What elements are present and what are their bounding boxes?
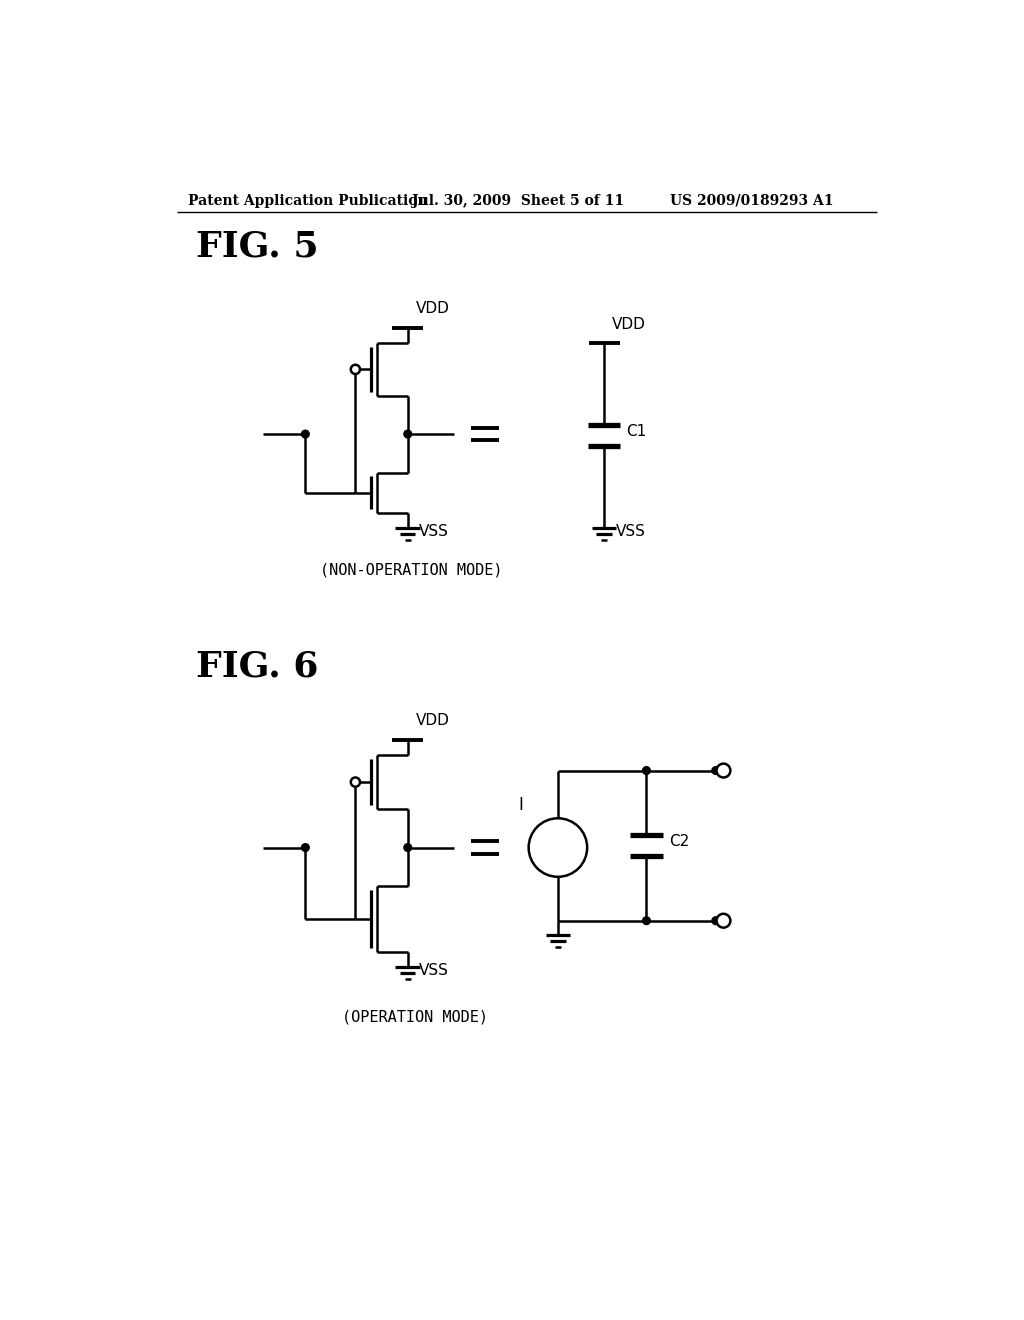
Text: VDD: VDD <box>611 317 646 331</box>
Text: Jul. 30, 2009  Sheet 5 of 11: Jul. 30, 2009 Sheet 5 of 11 <box>412 194 624 207</box>
Circle shape <box>403 430 412 438</box>
Text: (OPERATION MODE): (OPERATION MODE) <box>342 1010 488 1024</box>
Text: VDD: VDD <box>416 713 450 729</box>
Circle shape <box>301 430 309 438</box>
Circle shape <box>351 777 360 787</box>
Circle shape <box>301 843 309 851</box>
Circle shape <box>351 364 360 374</box>
Text: VSS: VSS <box>419 964 450 978</box>
Text: VSS: VSS <box>615 524 645 540</box>
Circle shape <box>643 767 650 775</box>
Text: FIG. 6: FIG. 6 <box>196 649 318 684</box>
Circle shape <box>712 767 720 775</box>
Circle shape <box>712 917 720 924</box>
Text: (NON-OPERATION MODE): (NON-OPERATION MODE) <box>321 562 503 578</box>
Text: FIG. 5: FIG. 5 <box>196 230 318 264</box>
Circle shape <box>528 818 587 876</box>
Circle shape <box>403 843 412 851</box>
Text: VSS: VSS <box>419 524 450 540</box>
Circle shape <box>717 763 730 777</box>
Text: VDD: VDD <box>416 301 450 317</box>
Text: US 2009/0189293 A1: US 2009/0189293 A1 <box>670 194 834 207</box>
Text: C2: C2 <box>670 834 690 849</box>
Text: I: I <box>518 796 523 814</box>
Circle shape <box>717 913 730 928</box>
Text: Patent Application Publication: Patent Application Publication <box>188 194 428 207</box>
Circle shape <box>643 917 650 924</box>
Text: C1: C1 <box>626 424 646 440</box>
